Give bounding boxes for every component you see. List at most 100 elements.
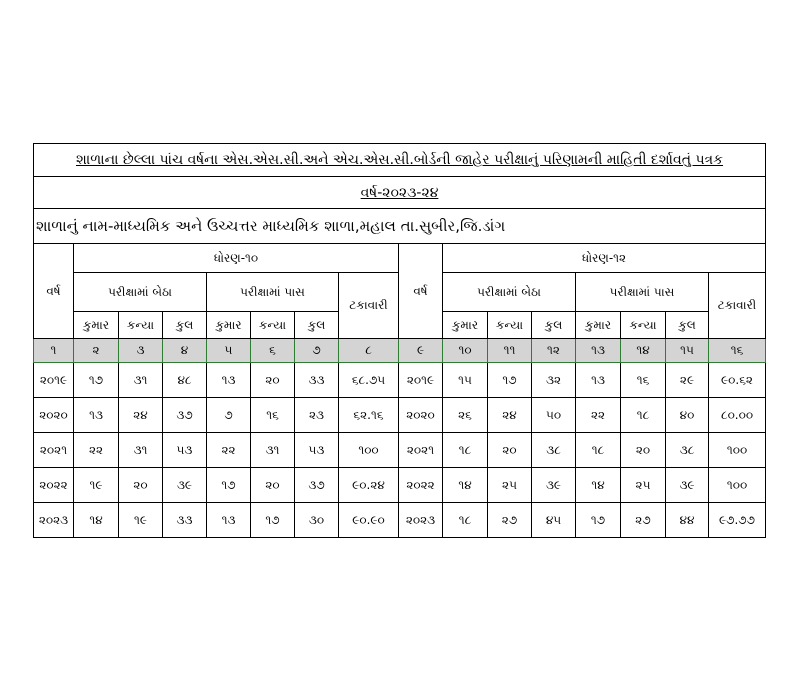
- gender-header: કુમાર: [206, 311, 251, 339]
- data-cell: ૨૯: [665, 362, 709, 398]
- data-cell: ૩૩: [294, 362, 339, 398]
- percent-header: ટકાવારી: [338, 272, 399, 339]
- column-number: ૯: [398, 338, 443, 363]
- table-row: ૨૦૨૦ ૧૩ ૨૪ ૩૭ ૭ ૧૬ ૨૩ ૬૨.૧૬ ૨૦૨૦ ૨૬ ૨૪ ૫૦ ૨૨ ૧૮ ૪૦ ૮૦.૦…: [33, 397, 767, 433]
- year-header: વર્ષ: [398, 243, 443, 339]
- column-number: ૧૬: [707, 338, 767, 363]
- data-cell: ૧૮: [442, 432, 488, 468]
- data-cell: ૨૦૨૦: [33, 397, 74, 433]
- data-cell: ૩૭: [162, 397, 207, 433]
- gender-header: કુમાર: [442, 311, 488, 339]
- table-row: ૨૦૧૯ ૧૭ ૩૧ ૪૮ ૧૩ ૨૦ ૩૩ ૬૮.૭૫ ૨૦૧૯ ૧૫ ૧૭ ૩૨ ૧૩ ૧૬ ૨૯ ૯૦.…: [33, 362, 767, 398]
- data-cell: ૨૦૨૧: [398, 432, 443, 468]
- data-cell: ૧૯: [118, 502, 163, 538]
- data-cell: ૧૮: [442, 502, 488, 538]
- gender-header: કુલ: [294, 311, 339, 339]
- data-cell: ૨૦૨૩: [33, 502, 74, 538]
- table-row: વર્ષ-૨૦૨૩-૨૪: [32, 176, 767, 209]
- year-header: વર્ષ: [33, 243, 74, 339]
- data-cell: ૭: [206, 397, 251, 433]
- table-row: વર્ષ ધોરણ-૧૦ વર્ષ ધોરણ-૧૨: [33, 243, 767, 339]
- column-number: ૪: [162, 338, 207, 363]
- column-number: ૧૨: [531, 338, 576, 363]
- data-cell: ૨૪: [118, 397, 163, 433]
- column-number: ૬: [250, 338, 295, 363]
- data-cell: ૧૬: [250, 397, 295, 433]
- sub-header: પરીક્ષામાં બેઠા: [442, 272, 576, 312]
- data-cell: ૨૫: [487, 467, 532, 503]
- gender-header: કન્યા: [250, 311, 295, 339]
- data-cell: ૧૦૦: [707, 467, 767, 503]
- data-cell: ૩૮: [531, 432, 576, 468]
- table-row: ૨૦૨૨ ૧૯ ૨૦ ૩૯ ૧૭ ૨૦ ૩૭ ૯૦.૨૪ ૨૦૨૨ ૧૪ ૨૫ ૩૯ ૧૪ ૨૫ ૩૯ ૧૦૦: [33, 467, 767, 503]
- data-cell: ૩૯: [162, 467, 207, 503]
- data-cell: ૩૦: [294, 502, 339, 538]
- column-number: ૧૫: [665, 338, 709, 363]
- gender-header: કુલ: [531, 311, 576, 339]
- data-cell: ૩૭: [294, 467, 339, 503]
- data-cell: ૩૯: [531, 467, 576, 503]
- column-number: ૧૩: [575, 338, 621, 363]
- gender-header: કુલ: [665, 311, 709, 339]
- data-cell: ૪૦: [665, 397, 709, 433]
- table-row: શાળાના છેલ્લા પાંચ વર્ષના એસ.એસ.સી.અને એ…: [32, 143, 767, 177]
- column-number: ૧૧: [487, 338, 532, 363]
- standard-header: ધોરણ-૧૨: [441, 243, 767, 273]
- data-cell: ૨૦૨૨: [398, 467, 443, 503]
- data-cell: ૨૦૨૧: [33, 432, 74, 468]
- data-cell: ૧૮: [575, 432, 621, 468]
- school-name: શાળાનું નામ-માધ્યમિક અને ઉચ્ચત્તર માધ્યમ…: [32, 208, 767, 244]
- data-cell: ૮૦.૦૦: [707, 397, 767, 433]
- data-cell: ૨૬: [442, 397, 488, 433]
- column-number: ૧: [33, 338, 74, 363]
- results-table: શાળાના છેલ્લા પાંચ વર્ષના એસ.એસ.સી.અને એ…: [32, 143, 767, 538]
- data-cell: ૪૫: [531, 502, 576, 538]
- data-cell: ૧૩: [575, 362, 621, 398]
- data-cell: ૧૮: [620, 397, 666, 433]
- data-cell: ૯૦.૯૦: [338, 502, 399, 538]
- data-cell: ૬૨.૧૬: [338, 397, 399, 433]
- column-number: ૧૪: [620, 338, 666, 363]
- data-cell: ૩૧: [118, 362, 163, 398]
- data-cell: ૧૭: [73, 362, 119, 398]
- sub-header: પરીક્ષામાં પાસ: [206, 272, 339, 312]
- data-cell: ૧૩: [206, 502, 251, 538]
- data-cell: ૧૪: [73, 502, 119, 538]
- data-cell: ૫૦: [531, 397, 576, 433]
- data-cell: ૨૦: [118, 467, 163, 503]
- gender-header: કુલ: [162, 311, 207, 339]
- data-cell: ૧૭: [250, 502, 295, 538]
- data-cell: ૪૪: [665, 502, 709, 538]
- column-number: ૩: [118, 338, 163, 363]
- column-number: ૭: [294, 338, 339, 363]
- gender-header: કન્યા: [118, 311, 163, 339]
- data-cell: ૨૦: [250, 467, 295, 503]
- data-cell: ૯૦.૬૨: [707, 362, 767, 398]
- percent-header: ટકાવારી: [707, 272, 767, 339]
- data-cell: ૧૬: [620, 362, 666, 398]
- data-cell: ૨૦૧૯: [398, 362, 443, 398]
- column-number: ૨: [73, 338, 119, 363]
- data-cell: ૧૦૦: [338, 432, 399, 468]
- year-heading: વર્ષ-૨૦૨૩-૨૪: [32, 176, 767, 209]
- gender-header: કન્યા: [620, 311, 666, 339]
- standard-header: ધોરણ-૧૦: [73, 243, 399, 273]
- data-cell: ૯૭.૭૭: [707, 502, 767, 538]
- data-cell: ૨૦૨૦: [398, 397, 443, 433]
- data-cell: ૧૩: [73, 397, 119, 433]
- sub-header: પરીક્ષામાં પાસ: [575, 272, 709, 312]
- data-cell: ૨૦: [620, 432, 666, 468]
- sub-header: પરીક્ષામાં બેઠા: [73, 272, 207, 312]
- data-cell: ૨૩: [294, 397, 339, 433]
- gender-header: કન્યા: [487, 311, 532, 339]
- data-cell: ૧૫: [442, 362, 488, 398]
- data-cell: ૧૭: [575, 502, 621, 538]
- data-cell: ૨૨: [73, 432, 119, 468]
- data-cell: ૫૩: [294, 432, 339, 468]
- table-row: શાળાનું નામ-માધ્યમિક અને ઉચ્ચત્તર માધ્યમ…: [32, 208, 767, 244]
- table-row: પરીક્ષામાં બેઠા પરીક્ષામાં પાસ ટકાવારી પરીક…: [34, 272, 767, 339]
- data-cell: ૨૭: [620, 502, 666, 538]
- data-cell: ૨૦: [250, 362, 295, 398]
- data-cell: ૯૦.૨૪: [338, 467, 399, 503]
- data-cell: ૩૧: [118, 432, 163, 468]
